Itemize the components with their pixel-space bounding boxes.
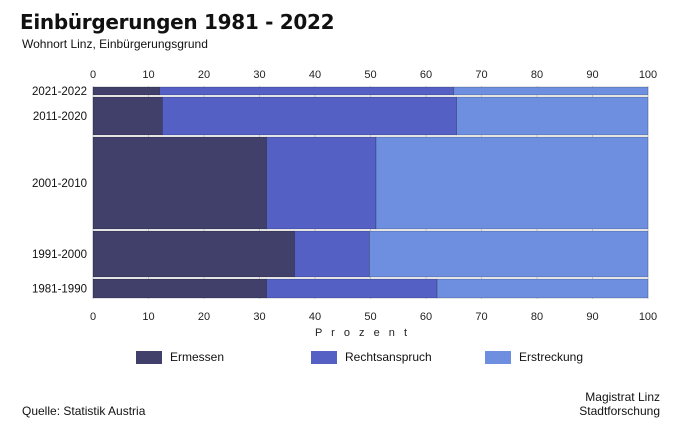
x-axis-title: P r o z e n t — [315, 327, 410, 339]
legend-swatch-erstreckung — [485, 350, 511, 364]
credit-line-2: Stadtforschung — [579, 404, 660, 418]
legend-label-erstreckung: Erstreckung — [519, 350, 584, 364]
x-tick-label-bottom: 70 — [475, 311, 487, 323]
x-tick-label-top: 80 — [531, 69, 543, 81]
chart-title: Einbürgerungen 1981 - 2022 — [20, 10, 335, 34]
x-tick-label-top: 30 — [253, 69, 265, 81]
x-tick-label-bottom: 80 — [531, 311, 543, 323]
x-tick-label-top: 60 — [420, 69, 432, 81]
source-note: Quelle: Statistik Austria — [22, 404, 146, 418]
stacked-bar-chart: 0 0 10 10 20 20 30 30 40 40 50 50 60 60 70 70 80 80 90 90 10… — [32, 69, 657, 339]
category-label: 2001-2010 — [32, 178, 87, 190]
bar-segment — [266, 278, 438, 299]
x-tick-label-bottom: 30 — [253, 311, 265, 323]
legend-item-rechtsanspruch: Rechtsanspruch — [311, 350, 432, 364]
x-tick-label-top: 70 — [475, 69, 487, 81]
x-tick-label-bottom: 40 — [309, 311, 321, 323]
legend-swatch-ermessen — [136, 350, 162, 364]
credit-note: Magistrat Linz Stadtforschung — [579, 390, 660, 418]
bar-segment — [92, 86, 160, 96]
bar-segment — [266, 136, 377, 230]
x-tick-label-top: 90 — [586, 69, 598, 81]
legend-item-ermessen: Ermessen — [136, 350, 224, 364]
legend-label-ermessen: Ermessen — [170, 350, 225, 364]
x-tick-label-top: 50 — [364, 69, 376, 81]
chart-subtitle: Wohnort Linz, Einbürgerungsgrund — [22, 37, 208, 51]
legend-label-rechtsanspruch: Rechtsanspruch — [345, 350, 432, 364]
bar-segment — [436, 278, 649, 299]
bar-segment — [453, 86, 649, 96]
legend-swatch-rechtsanspruch — [311, 350, 337, 364]
x-tick-label-bottom: 100 — [639, 311, 657, 323]
x-tick-label-bottom: 0 — [90, 311, 96, 323]
x-tick-label-bottom: 50 — [364, 311, 376, 323]
chart-legend: Ermessen Rechtsanspruch Erstreckung — [0, 350, 680, 368]
x-tick-label-top: 0 — [90, 69, 96, 81]
bar-segment — [159, 86, 455, 96]
bar-segment — [369, 230, 649, 278]
bar-segment — [162, 96, 457, 136]
x-tick-label-bottom: 60 — [420, 311, 432, 323]
x-tick-label-top: 10 — [142, 69, 154, 81]
category-label: 1981-1990 — [32, 284, 87, 296]
category-label: 1991-2000 — [32, 249, 87, 261]
x-tick-label-top: 40 — [309, 69, 321, 81]
bar-segment — [92, 278, 268, 299]
bar-segment — [294, 230, 370, 278]
bar-segment — [375, 136, 649, 230]
legend-item-erstreckung: Erstreckung — [485, 350, 583, 364]
x-tick-label-bottom: 10 — [142, 311, 154, 323]
bar-segment — [92, 96, 163, 136]
x-tick-label-top: 20 — [198, 69, 210, 81]
x-tick-label-bottom: 90 — [586, 311, 598, 323]
category-label: 2021-2022 — [32, 86, 87, 98]
x-tick-label-bottom: 20 — [198, 311, 210, 323]
bar-segment — [92, 136, 268, 230]
bar-segment — [456, 96, 649, 136]
bar-segment — [92, 230, 295, 278]
credit-line-1: Magistrat Linz — [585, 390, 660, 404]
category-label: 2011-2020 — [33, 111, 87, 123]
x-tick-label-top: 100 — [639, 69, 657, 81]
